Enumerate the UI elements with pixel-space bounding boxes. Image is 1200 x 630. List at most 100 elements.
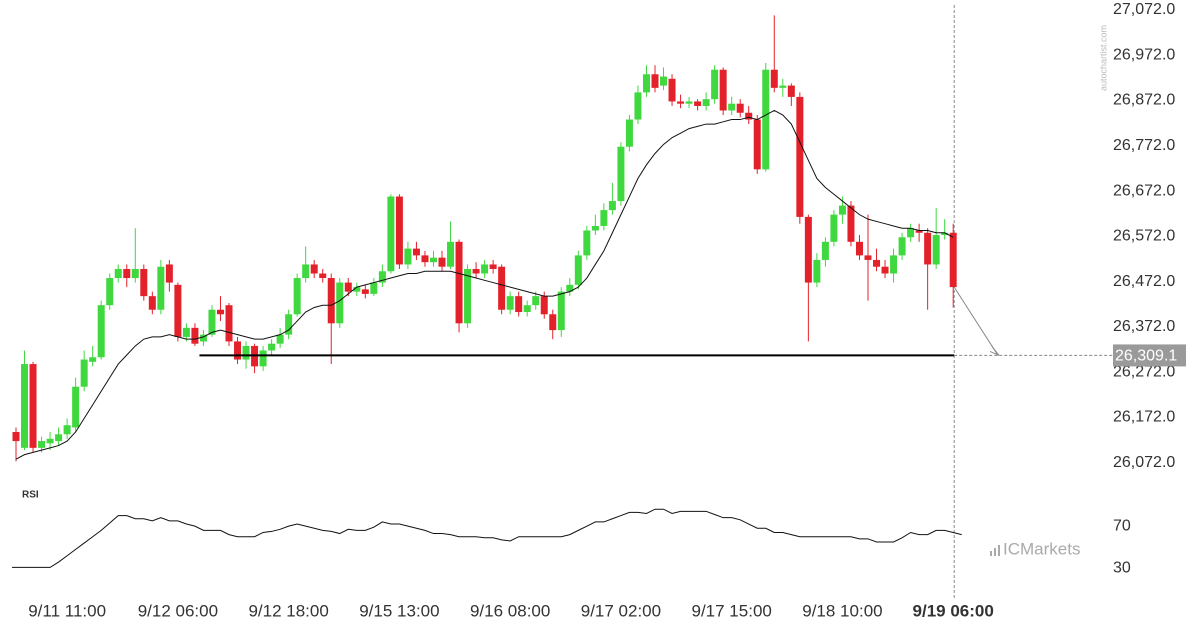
- candle-body: [864, 255, 872, 260]
- y-tick-label: 26,872.0: [1113, 92, 1175, 109]
- candle-body: [353, 287, 361, 292]
- candle-body: [199, 334, 207, 342]
- candle-body: [319, 273, 327, 279]
- candle-body: [660, 76, 668, 86]
- candle-body: [830, 214, 838, 242]
- candle-body: [523, 305, 531, 312]
- candle-body: [719, 69, 727, 111]
- x-tick-label: 9/15 13:00: [359, 601, 439, 620]
- candle-body: [464, 268, 472, 324]
- candle-body: [63, 425, 71, 435]
- candle-body: [591, 225, 599, 231]
- x-tick-label: 9/11 11:00: [28, 601, 106, 620]
- moving-average: [15, 109, 954, 460]
- candle-body: [46, 438, 54, 444]
- candle-body: [157, 266, 165, 310]
- candle-body: [225, 305, 233, 342]
- candle-body: [131, 268, 139, 279]
- candle-body: [515, 296, 523, 312]
- candle-body: [165, 264, 173, 283]
- candle-body: [140, 268, 148, 297]
- candle-body: [728, 103, 736, 111]
- y-tick-label: 26,972.0: [1113, 46, 1175, 63]
- candle-body: [804, 216, 812, 283]
- brand-icon: [990, 545, 1000, 556]
- candle-body: [412, 248, 420, 256]
- candle-body: [779, 85, 787, 88]
- x-tick-label: 9/19 06:00: [913, 601, 994, 620]
- candle-body: [506, 296, 514, 310]
- candle-body: [242, 345, 250, 360]
- candle-body: [702, 99, 710, 106]
- candle-body: [787, 85, 795, 97]
- candle-body: [438, 257, 446, 267]
- y-tick-label: 26,472.0: [1113, 273, 1175, 290]
- y-tick-label: 26,072.0: [1113, 454, 1175, 471]
- candle-body: [259, 350, 267, 367]
- candle-body: [481, 264, 489, 274]
- candle-body: [890, 255, 898, 274]
- candle-body: [608, 201, 616, 211]
- rsi-line: [12, 508, 962, 568]
- candle-body: [736, 103, 744, 113]
- candle-body: [421, 255, 429, 263]
- candle-body: [387, 196, 395, 272]
- candle-body: [455, 241, 463, 324]
- candle-body: [302, 264, 310, 279]
- candle-body: [532, 296, 540, 306]
- candle-body: [472, 268, 480, 274]
- candle-body: [489, 264, 497, 269]
- candle-body: [677, 101, 685, 104]
- candle-body: [148, 296, 156, 310]
- candle-body: [395, 196, 403, 265]
- candle-body: [881, 266, 889, 274]
- candle-body: [268, 343, 276, 351]
- candle-body: [276, 334, 284, 344]
- y-tick-label: 26,172.0: [1113, 409, 1175, 426]
- x-tick-label: 9/12 18:00: [248, 601, 328, 620]
- y-tick-label: 26,772.0: [1113, 137, 1175, 154]
- candle-body: [821, 241, 829, 260]
- candle-body: [642, 74, 650, 93]
- brand: ICMarkets: [1003, 539, 1080, 558]
- candle-body: [182, 327, 190, 337]
- candle-body: [813, 259, 821, 283]
- candle-body: [949, 232, 957, 288]
- candle-body: [285, 314, 293, 335]
- watermark: autochartist.com: [1098, 25, 1108, 91]
- candle-body: [80, 359, 88, 387]
- candle-body: [753, 119, 761, 170]
- candle-body: [932, 235, 940, 265]
- x-tick-label: 9/17 02:00: [581, 601, 661, 620]
- candle-body: [447, 241, 455, 267]
- x-tick-label: 9/12 06:00: [138, 601, 218, 620]
- candle-body: [600, 210, 608, 226]
- candle-body: [378, 271, 386, 283]
- candle-body: [29, 364, 37, 448]
- candle-body: [97, 305, 105, 358]
- candle-body: [634, 92, 642, 120]
- price-label: 26,309.1: [1115, 348, 1177, 365]
- candle-body: [12, 432, 20, 442]
- candle-body: [583, 230, 591, 256]
- candle-body: [310, 264, 318, 274]
- x-tick-label: 9/17 15:00: [692, 601, 772, 620]
- candle-body: [293, 278, 301, 315]
- y-tick-label: 26,372.0: [1113, 318, 1175, 335]
- candle-body: [745, 112, 753, 120]
- candle-body: [344, 282, 352, 292]
- candle-body: [651, 74, 659, 88]
- candle-body: [370, 282, 378, 294]
- candle-body: [208, 309, 216, 335]
- candle-body: [924, 232, 932, 265]
- candle-body: [123, 268, 131, 279]
- y-tick-label: 26,672.0: [1113, 182, 1175, 199]
- candle-body: [191, 327, 199, 344]
- candle-body: [540, 296, 548, 315]
- candle-body: [429, 257, 437, 263]
- candle-body: [907, 228, 915, 238]
- candle-body: [838, 205, 846, 215]
- arrow-head: [989, 346, 1000, 356]
- candle-body: [549, 314, 557, 331]
- candle-body: [847, 205, 855, 242]
